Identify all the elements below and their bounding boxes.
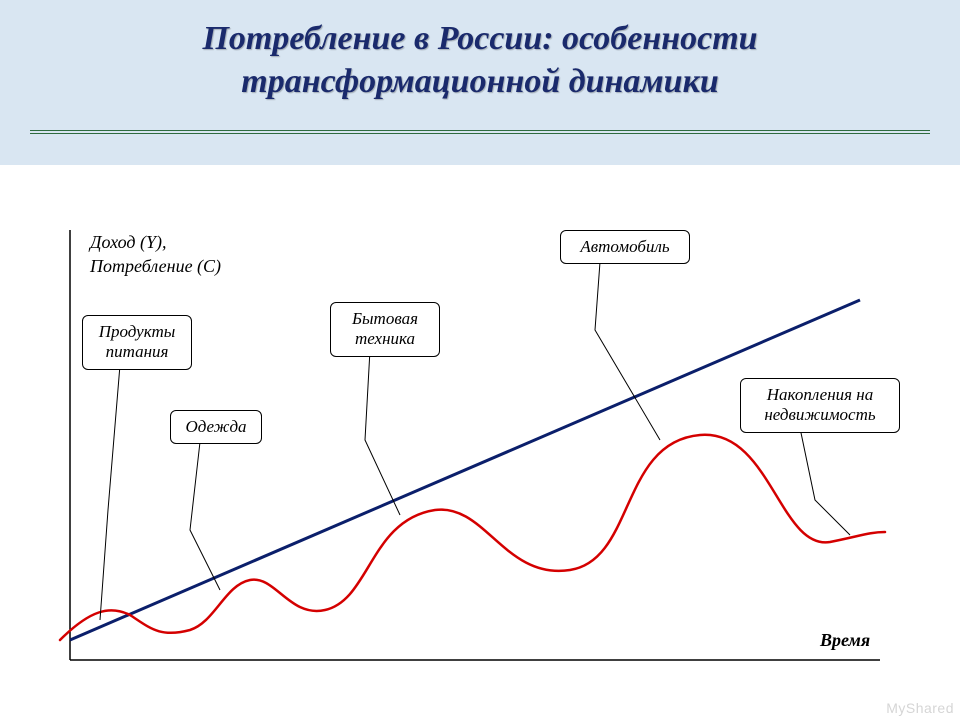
callout-clothing: Одежда <box>170 410 262 444</box>
y-axis-label-line2: Потребление (C) <box>90 256 221 276</box>
slide-title: Потребление в России: особенности трансф… <box>0 18 960 103</box>
callout-appliances: Бытоваятехника <box>330 302 440 357</box>
callout-car: Автомобиль <box>560 230 690 264</box>
axes <box>70 230 880 660</box>
callout-food: Продуктыпитания <box>82 315 192 370</box>
y-axis-label-line1: Доход (Y), <box>90 232 167 252</box>
callout-realestate: Накопления нанедвижимость <box>740 378 900 433</box>
chart-svg <box>40 210 920 690</box>
x-axis-label-text: Время <box>820 630 870 650</box>
watermark-text: MyShared <box>886 700 954 716</box>
x-axis-label: Время <box>820 630 870 651</box>
title-line-1: Потребление в России: особенности <box>202 20 757 57</box>
watermark: MyShared <box>886 700 954 716</box>
y-axis-label: Доход (Y), Потребление (C) <box>90 230 221 279</box>
header-rule <box>30 130 930 136</box>
title-line-2: трансформационной динамики <box>241 63 718 100</box>
chart-area: Доход (Y), Потребление (C) Время Продукт… <box>40 210 920 690</box>
